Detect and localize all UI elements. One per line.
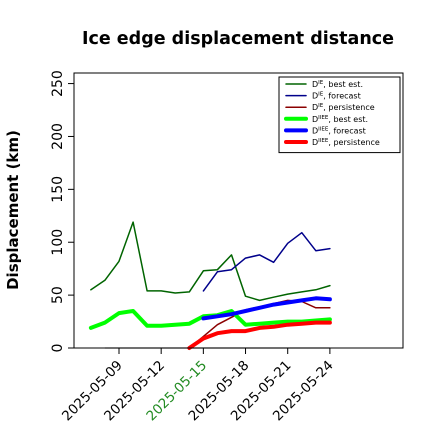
plot-frame [73, 72, 404, 349]
legend-label: DIIEE, best est. [312, 115, 368, 124]
legend-box [278, 76, 401, 154]
chart-title: Ice edge displacement distance [82, 29, 394, 49]
legend-item: DIE, forecast [285, 92, 361, 101]
y-tick-label: 100 [50, 229, 66, 256]
legend-item: DIE, persistence [285, 103, 375, 112]
legend-item: DIE, best est. [285, 80, 363, 89]
y-tick-label: 150 [50, 176, 66, 203]
series-line-5 [201, 296, 332, 321]
legend-label: DIE, persistence [312, 103, 375, 112]
legend-item: DIIEE, persistence [284, 138, 380, 147]
series-line-6 [187, 320, 332, 350]
y-tick-label: 50 [50, 286, 66, 304]
y-tick-label: 200 [50, 123, 66, 150]
y-tick-label: 0 [50, 344, 66, 353]
legend-label: DIE, forecast [312, 92, 361, 101]
legend: DIE, best est. DIE, forecast DIE, persiste… [278, 76, 401, 154]
y-axis-label: Displacement (km) [4, 130, 22, 290]
legend-label: DIE, best est. [312, 80, 363, 89]
plot-area: 0501001502002502025-05-092025-05-122025-… [50, 70, 404, 424]
legend-label: DIIEE, persistence [312, 138, 380, 147]
series-line-1 [90, 221, 331, 302]
series-line-2 [202, 231, 331, 292]
legend-item: DIIEE, forecast [284, 126, 366, 135]
legend-label: DIIEE, forecast [312, 126, 366, 135]
y-tick-label: 250 [50, 70, 66, 97]
legend-item: DIIEE, best est. [284, 115, 368, 124]
